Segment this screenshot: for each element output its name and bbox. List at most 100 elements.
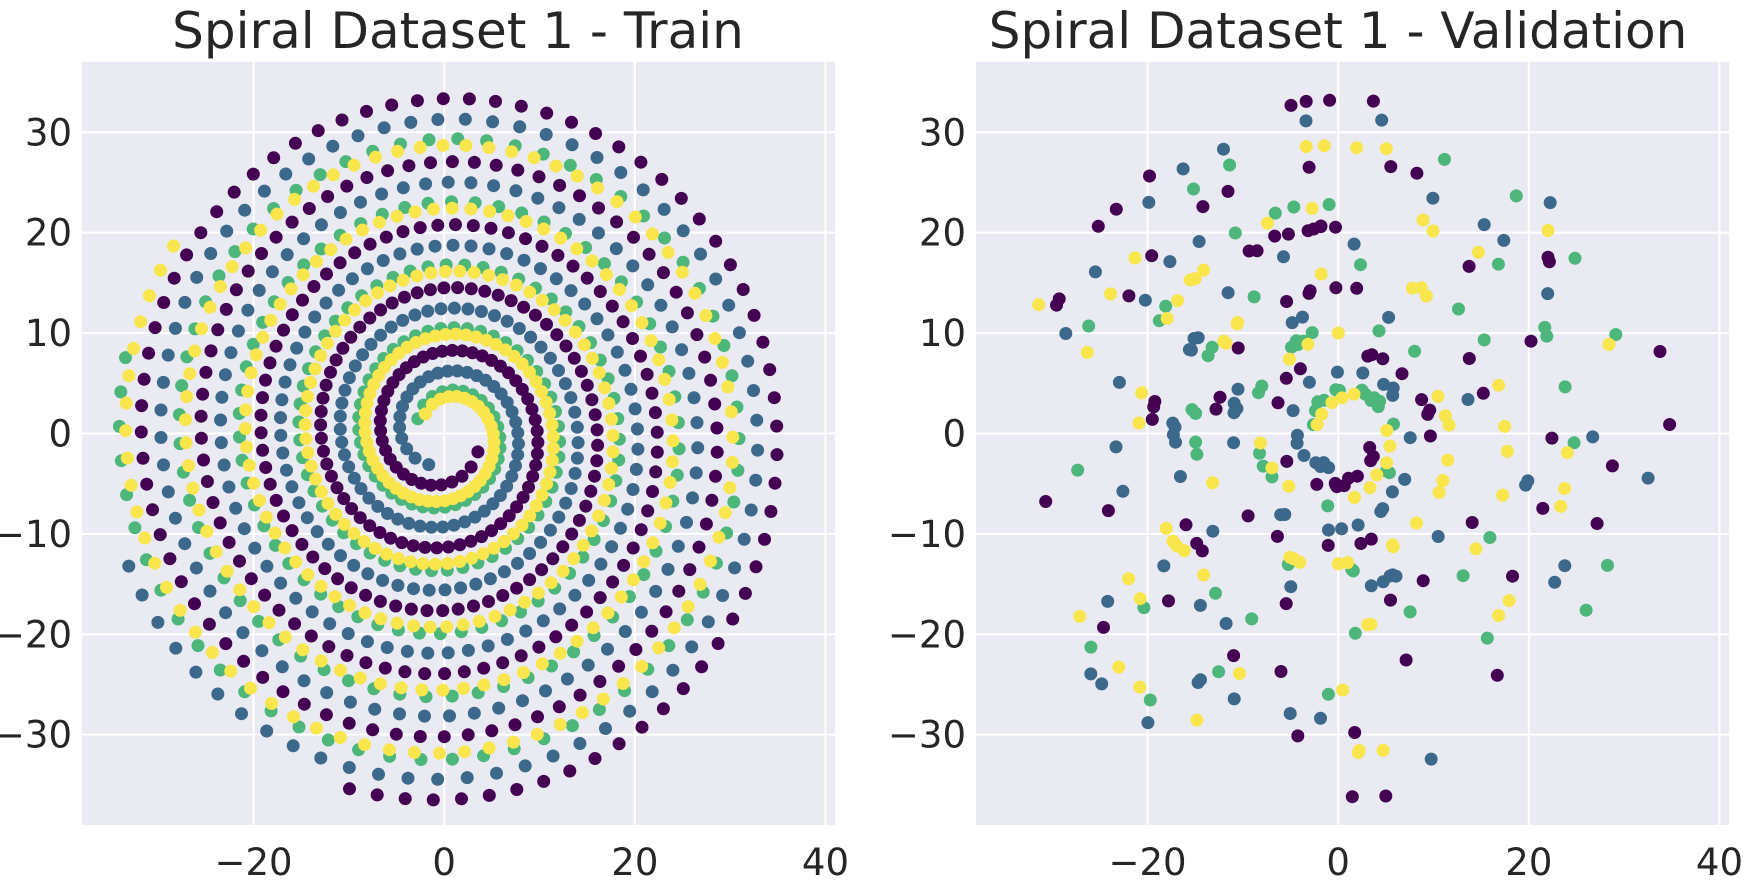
train-scatter-point: [535, 657, 549, 671]
train-scatter-point: [741, 354, 755, 368]
train-scatter-point: [362, 491, 376, 505]
train-scatter-point: [364, 337, 378, 351]
train-scatter-point: [560, 672, 574, 686]
train-scatter-point: [314, 751, 328, 765]
train-scatter-point: [532, 170, 546, 184]
train-scatter-point: [314, 418, 328, 432]
validation-scatter-point: [1492, 378, 1506, 392]
train-scatter-point: [661, 245, 675, 259]
train-scatter-point: [262, 616, 276, 630]
train-scatter-point: [189, 665, 203, 679]
train-scatter-point: [274, 576, 288, 590]
validation-scatter-point: [1342, 471, 1355, 485]
train-y-tick-label: 30: [25, 111, 72, 154]
train-scatter-point: [747, 384, 760, 397]
train-scatter-point: [228, 245, 242, 259]
train-scatter-point: [265, 265, 279, 279]
validation-scatter-point: [1195, 544, 1209, 558]
train-scatter-point: [621, 502, 635, 516]
train-scatter-point: [537, 774, 551, 788]
train-scatter-point: [319, 378, 333, 392]
train-scatter-point: [565, 115, 578, 129]
train-x-tick-label: 0: [432, 841, 456, 880]
validation-scatter-point: [1601, 558, 1614, 572]
train-scatter-point: [509, 278, 523, 292]
train-scatter-point: [517, 666, 530, 679]
validation-scatter-point: [1112, 660, 1126, 674]
train-scatter-point: [213, 516, 227, 530]
train-scatter-point: [492, 701, 506, 715]
train-scatter-point: [335, 435, 349, 449]
train-scatter-point: [543, 351, 557, 365]
train-scatter-point: [462, 92, 476, 106]
train-scatter-point: [203, 584, 217, 598]
train-scatter-point: [605, 299, 619, 313]
train-scatter-point: [559, 339, 573, 353]
train-scatter-point: [320, 267, 333, 281]
train-scatter-point: [309, 472, 323, 486]
train-scatter-point: [256, 330, 270, 344]
validation-scatter-point: [1166, 428, 1180, 442]
validation-scatter-point: [1462, 259, 1476, 273]
train-scatter-point: [285, 524, 299, 538]
validation-scatter-point: [1376, 743, 1390, 757]
train-scatter-point: [606, 575, 620, 589]
train-scatter-point: [659, 605, 673, 619]
validation-scatter-point: [1348, 726, 1362, 739]
validation-scatter-point: [1182, 343, 1196, 357]
train-scatter-point: [332, 283, 346, 297]
train-scatter-point: [213, 280, 227, 293]
validation-scatter-point: [1193, 598, 1207, 612]
validation-scatter-point: [1462, 352, 1476, 365]
train-scatter-point: [687, 391, 701, 405]
train-scatter-point: [314, 485, 328, 499]
train-scatter-point: [182, 459, 196, 473]
train-scatter-point: [344, 330, 358, 344]
train-scatter-point: [160, 580, 173, 594]
validation-scatter-point: [1253, 446, 1266, 460]
train-scatter-point: [372, 215, 386, 229]
train-scatter-point: [420, 604, 434, 618]
train-scatter-point: [321, 190, 335, 203]
train-scatter-point: [624, 299, 638, 313]
train-scatter-point: [580, 271, 594, 285]
train-scatter-point: [301, 389, 314, 403]
train-scatter-point: [605, 412, 619, 426]
train-scatter-point: [576, 538, 590, 552]
train-scatter-point: [389, 599, 403, 613]
validation-scatter-point: [1465, 516, 1479, 529]
train-scatter-point: [764, 505, 778, 518]
train-scatter-point: [278, 541, 292, 555]
train-scatter-point: [418, 667, 432, 681]
train-scatter-point: [288, 617, 302, 631]
train-scatter-point: [269, 493, 283, 507]
train-scatter-point: [523, 285, 537, 299]
validation-x-ticks: −20 0 20 40: [1109, 841, 1743, 880]
train-scatter-point: [528, 308, 542, 322]
train-scatter-point: [120, 451, 134, 465]
train-scatter-point: [252, 494, 266, 507]
train-scatter-point: [534, 340, 548, 354]
validation-scatter-point: [1277, 250, 1290, 264]
train-scatter-point: [553, 646, 567, 660]
train-scatter-point: [698, 350, 712, 364]
train-scatter-point: [675, 343, 689, 357]
validation-scatter-point: [1364, 579, 1378, 593]
train-scatter-point: [194, 409, 208, 423]
validation-scatter-point: [1558, 559, 1572, 573]
train-scatter-point: [507, 735, 520, 749]
train-scatter-point: [254, 223, 268, 237]
validation-scatter-point: [1230, 317, 1244, 331]
train-scatter-point: [229, 501, 243, 515]
validation-panel: Spiral Dataset 1 - Validation −30 −20 −10 0…: [888, 2, 1743, 880]
train-scatter-point: [347, 158, 361, 172]
validation-x-tick-label: 0: [1326, 841, 1350, 880]
train-scatter-point: [505, 145, 519, 159]
validation-scatter-point: [1605, 459, 1619, 473]
train-scatter-point: [482, 788, 496, 802]
train-scatter-point: [373, 594, 387, 608]
train-scatter-point: [252, 614, 266, 628]
train-scatter-point: [416, 557, 430, 571]
validation-scatter-point: [1421, 407, 1435, 421]
validation-scatter-point: [1456, 569, 1470, 583]
